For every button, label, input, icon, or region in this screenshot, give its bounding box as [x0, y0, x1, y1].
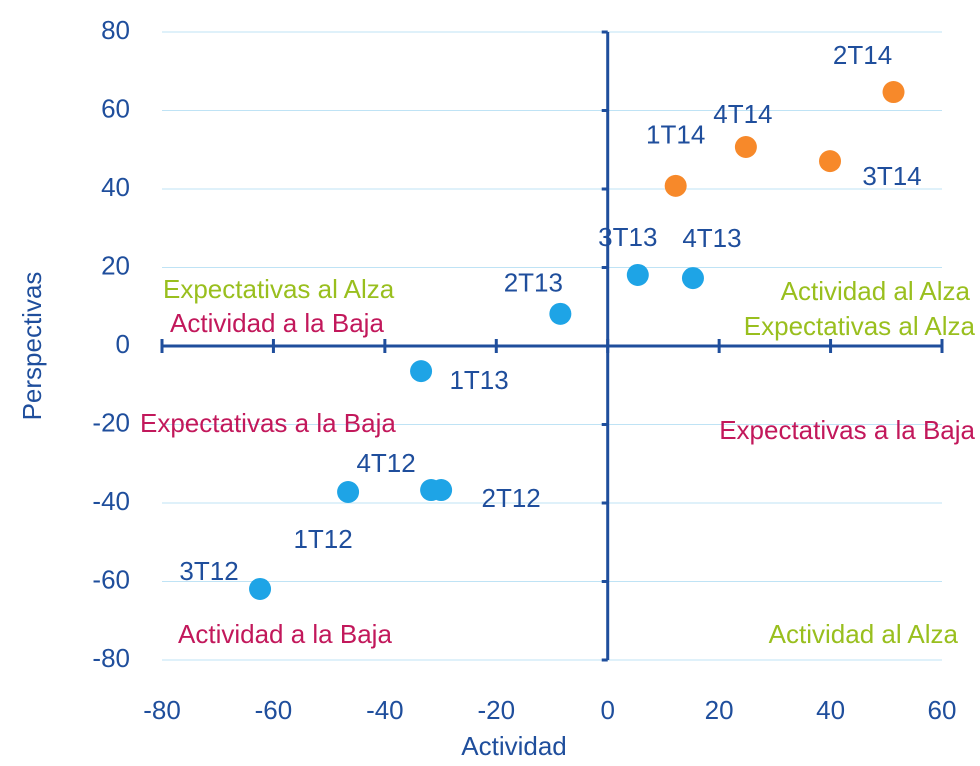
y-tick-label: 60 [101, 93, 130, 123]
point [734, 136, 757, 159]
y-tick-label: 0 [116, 329, 130, 359]
quadrant-annotation: Actividad al Alza [781, 276, 971, 306]
point-label: 4T12 [356, 448, 415, 478]
point [882, 81, 905, 104]
point-label: 2T14 [833, 40, 892, 70]
quadrant-annotation: Expectativas a la Baja [140, 408, 396, 438]
y-tick-label: 40 [101, 172, 130, 202]
quadrant-annotation: Expectativas al Alza [744, 311, 976, 341]
x-tick-label: 20 [705, 695, 734, 725]
x-tick-label: -80 [143, 695, 181, 725]
point-label: 2T12 [481, 483, 540, 513]
y-tick-label: -80 [92, 643, 130, 673]
quadrant-annotation: Actividad al Alza [769, 619, 959, 649]
point [819, 150, 842, 173]
point-label: 4T14 [713, 99, 772, 129]
point [626, 263, 649, 286]
y-tick-label: -20 [92, 407, 130, 437]
point-label: 2T13 [504, 268, 563, 298]
point-label: 3T14 [862, 161, 921, 191]
point-label: 1T13 [449, 365, 508, 395]
x-tick-label: -40 [366, 695, 404, 725]
quadrant-annotation: Actividad a la Baja [170, 308, 384, 338]
quadrant-annotation: Expectativas a la Baja [719, 415, 975, 445]
y-tick-label: 20 [101, 250, 130, 280]
point-label: 1T14 [646, 120, 705, 150]
x-tick-label: -20 [477, 695, 515, 725]
point [337, 481, 360, 504]
point [549, 302, 572, 325]
point [410, 360, 433, 383]
point-label: 1T12 [293, 524, 352, 554]
point-label: 4T13 [682, 223, 741, 253]
x-tick-label: 60 [928, 695, 957, 725]
point [681, 267, 704, 290]
point-label: 3T12 [179, 556, 238, 586]
x-axis-title: Actividad [461, 731, 567, 761]
y-axis-title: Perspectivas [17, 272, 47, 421]
x-tick-label: -60 [255, 695, 293, 725]
quadrant-annotation: Expectativas al Alza [163, 274, 395, 304]
x-tick-label: 0 [600, 695, 614, 725]
y-tick-label: 80 [101, 15, 130, 45]
point [664, 174, 687, 197]
point-label: 3T13 [598, 222, 657, 252]
x-tick-label: 40 [816, 695, 845, 725]
y-tick-label: -60 [92, 564, 130, 594]
quadrant-annotation: Actividad a la Baja [178, 619, 392, 649]
y-tick-label: -40 [92, 486, 130, 516]
point [249, 577, 272, 600]
point [430, 479, 453, 502]
